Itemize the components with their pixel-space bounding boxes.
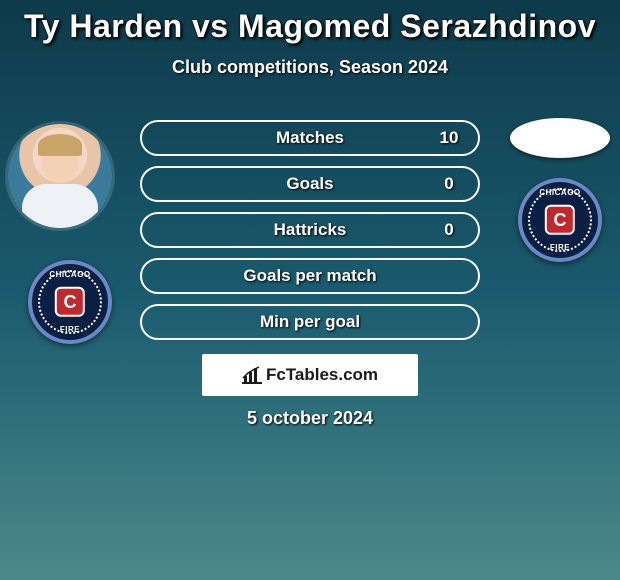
- date-text: 5 october 2024: [0, 408, 620, 429]
- club-text-bot: FIRE: [522, 243, 598, 252]
- brand-badge: FcTables.com: [202, 354, 418, 396]
- bar-chart-icon: [242, 366, 262, 384]
- stat-label: Matches: [186, 128, 434, 148]
- stat-label: Goals: [186, 174, 434, 194]
- stat-label: Hattricks: [186, 220, 434, 240]
- page-title: Ty Harden vs Magomed Serazhdinov: [0, 0, 620, 45]
- club-letter: C: [545, 205, 575, 235]
- player1-avatar: [8, 124, 112, 228]
- subtitle: Club competitions, Season 2024: [0, 57, 620, 78]
- stat-row: Matches 10: [140, 120, 480, 156]
- stat-row: Hattricks 0: [140, 212, 480, 248]
- stat-right: 0: [434, 220, 464, 240]
- club-text-bot: FIRE: [32, 325, 108, 334]
- brand-text: FcTables.com: [266, 365, 378, 385]
- stats-table: Matches 10 Goals 0 Hattricks 0 Goals per…: [140, 120, 480, 350]
- stat-row: Min per goal: [140, 304, 480, 340]
- club-letter: C: [55, 287, 85, 317]
- stat-right: 0: [434, 174, 464, 194]
- stat-right: 10: [434, 128, 464, 148]
- stat-row: Goals 0: [140, 166, 480, 202]
- player2-avatar: [510, 118, 610, 158]
- stat-label: Goals per match: [186, 266, 434, 286]
- stat-row: Goals per match: [140, 258, 480, 294]
- player2-club-logo: CHICAGO C FIRE: [518, 178, 602, 262]
- stat-label: Min per goal: [186, 312, 434, 332]
- player1-club-logo: CHICAGO C FIRE: [28, 260, 112, 344]
